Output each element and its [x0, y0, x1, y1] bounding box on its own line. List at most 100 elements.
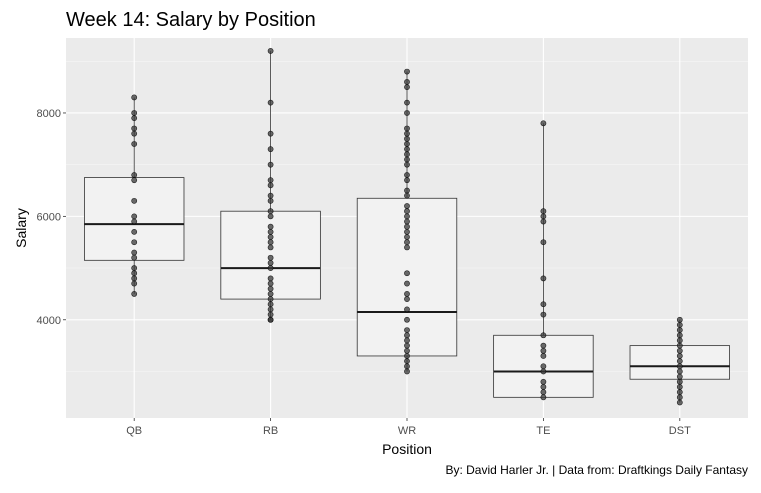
chart-caption: By: David Harler Jr. | Data from: Draftk…	[445, 463, 748, 477]
data-point	[267, 301, 274, 308]
data-point	[404, 368, 410, 375]
data-point	[540, 378, 547, 385]
data-point	[404, 347, 410, 354]
data-point	[540, 275, 547, 282]
y-tick-label: 4000	[37, 315, 61, 327]
data-point	[267, 234, 274, 240]
data-point	[131, 218, 138, 225]
data-point	[131, 254, 138, 261]
data-point	[404, 244, 410, 251]
data-point	[676, 373, 683, 380]
data-point	[267, 306, 274, 313]
data-point	[267, 182, 274, 189]
data-point	[267, 280, 274, 287]
data-point	[131, 110, 138, 116]
data-point	[267, 291, 274, 297]
data-point	[404, 353, 410, 359]
data-point	[404, 234, 410, 240]
axis-ticks: 4000 6000 8000 QB RB WR TE DST	[37, 108, 692, 437]
data-point	[267, 213, 274, 220]
data-point	[404, 291, 410, 297]
data-point	[131, 94, 138, 101]
data-point	[404, 342, 410, 349]
data-point	[540, 394, 547, 401]
data-point	[540, 311, 547, 318]
y-tick-label: 8000	[37, 108, 61, 120]
data-point	[404, 141, 410, 147]
data-point	[131, 130, 138, 137]
x-axis-title: Position	[382, 441, 432, 457]
data-point	[404, 296, 410, 302]
data-point	[404, 84, 410, 91]
data-point	[404, 306, 410, 313]
data-point	[267, 228, 274, 235]
data-point	[267, 197, 274, 204]
data-point	[267, 259, 274, 266]
data-point	[676, 378, 683, 385]
data-point	[404, 223, 410, 230]
data-point	[267, 99, 274, 106]
data-point	[131, 249, 138, 256]
data-point	[676, 347, 683, 354]
data-point	[676, 358, 683, 365]
data-point	[404, 280, 410, 287]
data-point	[267, 161, 274, 168]
data-point	[540, 384, 547, 390]
data-point	[404, 363, 410, 370]
data-point	[676, 332, 683, 339]
data-point	[540, 239, 547, 246]
data-point	[404, 239, 410, 246]
data-point	[540, 389, 547, 396]
data-point	[404, 68, 410, 75]
data-point	[267, 130, 274, 137]
data-point	[404, 99, 410, 106]
y-tick-label: 6000	[37, 211, 61, 223]
data-point	[676, 399, 683, 406]
data-point	[131, 228, 138, 235]
data-point	[404, 156, 410, 163]
data-point	[404, 130, 410, 137]
data-point	[131, 291, 138, 297]
data-point	[676, 384, 683, 390]
data-point	[131, 141, 138, 147]
data-point	[676, 389, 683, 396]
data-point	[404, 332, 410, 339]
data-point	[404, 151, 410, 158]
data-point	[404, 135, 410, 142]
data-point	[267, 316, 274, 323]
data-point	[676, 322, 683, 328]
x-tick-label: TE	[536, 425, 550, 437]
data-point	[404, 316, 410, 323]
data-point	[540, 342, 547, 349]
data-point	[540, 347, 547, 354]
x-tick-label: WR	[398, 425, 416, 437]
data-point	[540, 353, 547, 359]
data-point	[267, 265, 274, 271]
data-point	[540, 363, 547, 370]
x-tick-label: QB	[126, 425, 142, 437]
data-point	[267, 311, 274, 318]
data-point	[404, 270, 410, 277]
data-point	[676, 353, 683, 359]
data-point	[676, 363, 683, 370]
data-point	[131, 213, 138, 220]
y-axis-title: Salary	[13, 208, 29, 248]
data-point	[267, 208, 274, 215]
data-point	[540, 301, 547, 308]
data-point	[676, 316, 683, 323]
data-point	[267, 254, 274, 261]
data-point	[267, 244, 274, 251]
data-point	[267, 48, 274, 54]
data-point	[676, 394, 683, 401]
data-point	[131, 280, 138, 287]
data-point	[540, 120, 547, 127]
data-point	[131, 177, 138, 184]
data-point	[404, 192, 410, 199]
data-point	[676, 368, 683, 375]
data-point	[404, 172, 410, 178]
data-point	[131, 239, 138, 246]
data-point	[404, 125, 410, 132]
data-point	[404, 79, 410, 85]
data-point	[131, 125, 138, 132]
